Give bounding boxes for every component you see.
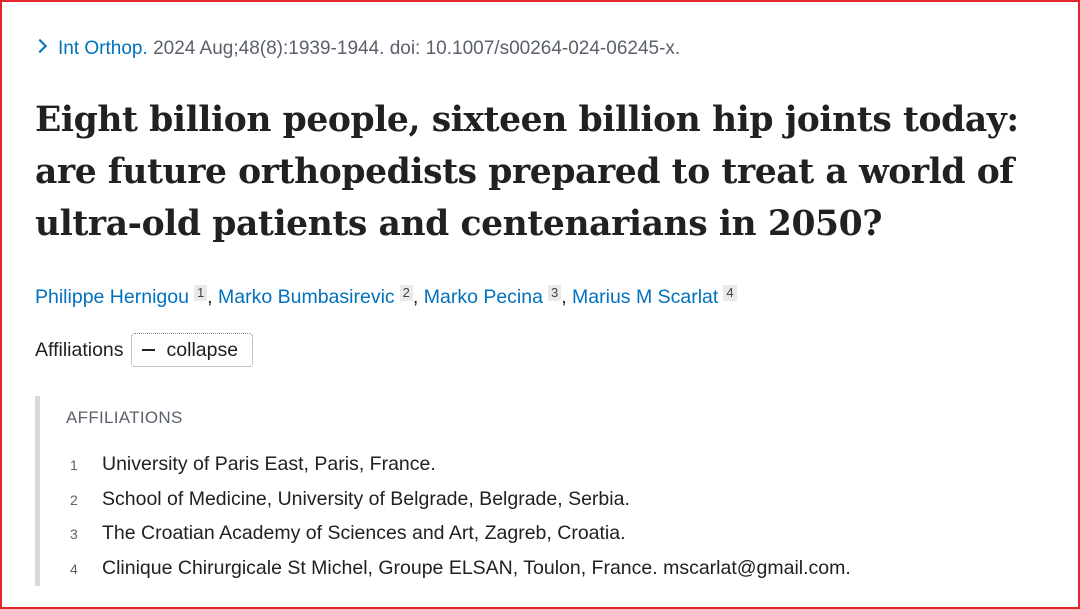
- article-title: Eight billion people, sixteen billion hi…: [35, 100, 1019, 244]
- affiliations-label: Affiliations: [35, 338, 124, 361]
- minus-icon: [141, 349, 155, 351]
- citation-line: Int Orthop. 2024 Aug;48(8):1939-1944. do…: [32, 36, 681, 62]
- collapse-label: collapse: [166, 338, 239, 361]
- affiliation-item: 1 University of Paris East, Paris, Franc…: [70, 453, 851, 488]
- journal-link[interactable]: Int Orthop.: [58, 38, 148, 59]
- affiliation-ref[interactable]: 2: [399, 285, 413, 301]
- affiliation-item: 3 The Croatian Academy of Sciences and A…: [70, 522, 851, 557]
- citation-details: 2024 Aug;48(8):1939-1944. doi: 10.1007/s…: [153, 38, 681, 59]
- affiliation-item: 4 Clinique Chirurgicale St Michel, Group…: [70, 557, 851, 592]
- author-list: Philippe Hernigou 1, Marko Bumbasirevic 2,…: [35, 284, 737, 310]
- author-link[interactable]: Marius M Scarlat: [572, 286, 719, 308]
- affiliations-list: 1 University of Paris East, Paris, Franc…: [70, 453, 851, 591]
- affiliations-panel: AFFILIATIONS 1 University of Paris East,…: [35, 396, 1035, 586]
- affiliation-text: School of Medicine, University of Belgra…: [102, 487, 630, 510]
- author-separator: ,: [412, 286, 419, 308]
- author-link[interactable]: Marko Bumbasirevic: [218, 286, 395, 308]
- author-separator: ,: [561, 286, 567, 308]
- affiliation-text: University of Paris East, Paris, France.: [102, 453, 436, 475]
- author-separator: ,: [207, 286, 213, 308]
- affiliation-ref[interactable]: 4: [723, 285, 737, 301]
- affiliation-item: 2 School of Medicine, University of Belg…: [70, 488, 851, 523]
- affiliations-heading: AFFILIATIONS: [66, 408, 183, 427]
- author-link[interactable]: Marko Pecina: [423, 286, 543, 308]
- affiliation-number: 1: [70, 457, 78, 473]
- affiliations-toggle: Affiliations collapse: [35, 332, 254, 368]
- affiliation-number: 4: [70, 560, 78, 577]
- chevron-right-icon[interactable]: [32, 38, 48, 54]
- author-link[interactable]: Philippe Hernigou: [35, 286, 189, 308]
- collapse-button[interactable]: collapse: [130, 333, 254, 367]
- affiliation-ref[interactable]: 1: [193, 285, 208, 301]
- affiliation-text: The Croatian Academy of Sciences and Art…: [102, 522, 626, 544]
- affiliation-number: 2: [70, 491, 78, 508]
- affiliation-number: 3: [70, 526, 78, 542]
- affiliation-ref[interactable]: 3: [547, 285, 562, 301]
- affiliation-text: Clinique Chirurgicale St Michel, Groupe …: [102, 556, 851, 579]
